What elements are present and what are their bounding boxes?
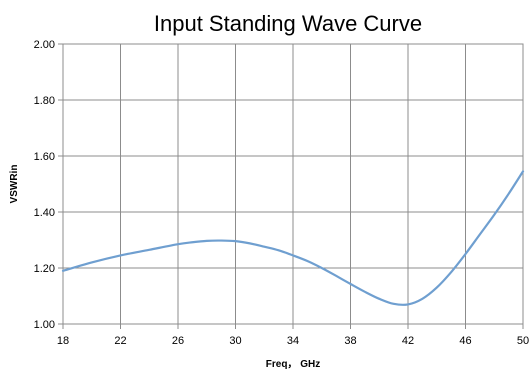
- y-tick-label: 1.80: [34, 95, 55, 107]
- data-point: [62, 270, 63, 271]
- data-point: [264, 246, 265, 247]
- y-tick-label: 2.00: [34, 39, 55, 51]
- data-point: [436, 287, 437, 288]
- series-layer: [61, 170, 525, 306]
- x-tick-label: 34: [287, 335, 299, 347]
- y-tick-label: 1.40: [34, 207, 55, 219]
- data-point: [379, 298, 380, 299]
- data-point: [350, 283, 351, 284]
- data-point: [407, 304, 408, 305]
- data-point: [321, 267, 322, 268]
- data-point: [508, 193, 509, 194]
- data-point: [192, 242, 193, 243]
- chart-title: Input Standing Wave Curve: [154, 11, 422, 36]
- y-tick-label: 1.60: [34, 151, 55, 163]
- data-point: [451, 272, 452, 273]
- data-point: [149, 249, 150, 250]
- x-tick-label: 26: [172, 335, 184, 347]
- data-point: [235, 241, 236, 242]
- data-point: [393, 303, 394, 304]
- x-tick-label: 22: [114, 335, 126, 347]
- data-point: [479, 234, 480, 235]
- y-tick-label: 1.00: [34, 319, 55, 331]
- x-tick-label: 42: [402, 335, 414, 347]
- x-axis-label: Freq， GHz: [266, 359, 320, 370]
- y-axis-label: VSWRin: [9, 165, 20, 204]
- x-tick-label: 46: [459, 335, 471, 347]
- series-line: [61, 170, 525, 306]
- grid: [58, 43, 524, 329]
- y-axis-ticks: 1.00 1.20 1.40 1.60 1.80 2.00: [34, 39, 55, 331]
- data-point: [522, 171, 523, 172]
- x-tick-label: 50: [517, 335, 529, 347]
- data-point: [307, 260, 308, 261]
- data-point: [422, 298, 423, 299]
- data-point: [120, 255, 121, 256]
- data-point: [278, 250, 279, 251]
- x-tick-label: 30: [229, 335, 241, 347]
- data-point: [292, 255, 293, 256]
- data-point: [249, 243, 250, 244]
- data-point: [177, 244, 178, 245]
- x-axis-ticks: 18 22 26 30 34 38 42 46 50: [57, 335, 529, 347]
- data-point: [364, 291, 365, 292]
- data-point: [221, 240, 222, 241]
- data-point: [494, 214, 495, 215]
- data-point: [336, 275, 337, 276]
- plot-frame: [62, 43, 524, 325]
- data-point: [465, 253, 466, 254]
- data-point: [91, 262, 92, 263]
- y-tick-label: 1.20: [34, 263, 55, 275]
- x-tick-label: 18: [57, 335, 69, 347]
- x-tick-label: 38: [344, 335, 356, 347]
- data-point: [206, 240, 207, 241]
